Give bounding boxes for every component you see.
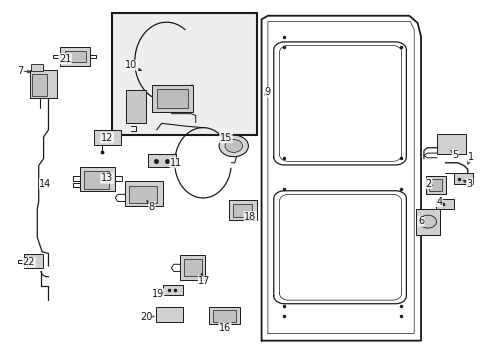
Text: 14: 14 — [40, 179, 52, 189]
Text: 15: 15 — [219, 133, 232, 143]
Bar — [415, 209, 439, 234]
Bar — [180, 255, 205, 280]
Bar — [129, 186, 157, 203]
Bar — [83, 171, 109, 189]
Bar — [232, 204, 252, 217]
Text: 7: 7 — [17, 66, 23, 76]
Bar — [453, 173, 472, 184]
Bar — [125, 181, 163, 206]
Circle shape — [224, 139, 242, 152]
Text: 5: 5 — [451, 150, 457, 160]
Text: 22: 22 — [22, 257, 35, 267]
Text: 12: 12 — [101, 133, 113, 143]
Bar — [32, 74, 47, 96]
Bar — [94, 130, 121, 145]
Bar — [425, 176, 446, 194]
Bar — [228, 201, 257, 220]
Text: 19: 19 — [151, 289, 163, 299]
Bar — [126, 90, 146, 123]
Text: 2: 2 — [425, 179, 431, 189]
Bar — [65, 51, 85, 62]
Text: 6: 6 — [417, 216, 423, 226]
Bar — [80, 167, 115, 192]
Text: 21: 21 — [59, 54, 71, 64]
Bar — [31, 64, 43, 71]
Bar — [212, 310, 236, 321]
Text: 8: 8 — [148, 202, 155, 212]
Bar — [148, 154, 176, 167]
Bar — [24, 254, 42, 268]
Bar — [436, 134, 466, 154]
Text: 20: 20 — [140, 312, 152, 322]
Text: 13: 13 — [101, 173, 113, 183]
Text: 3: 3 — [466, 179, 472, 189]
Circle shape — [418, 215, 436, 228]
Bar — [156, 307, 182, 321]
Bar — [30, 70, 57, 98]
Text: 11: 11 — [170, 158, 182, 168]
Bar — [162, 285, 183, 296]
Bar — [112, 13, 257, 135]
Text: 10: 10 — [125, 60, 137, 70]
Text: 9: 9 — [264, 87, 270, 97]
Text: 4: 4 — [436, 197, 442, 207]
Text: 18: 18 — [244, 212, 256, 221]
Bar — [152, 85, 193, 112]
Bar — [183, 259, 202, 276]
Bar — [209, 307, 239, 324]
Text: 16: 16 — [219, 323, 231, 333]
Circle shape — [219, 135, 248, 157]
Text: 17: 17 — [198, 276, 210, 286]
Bar — [60, 47, 90, 66]
Text: 1: 1 — [467, 152, 473, 162]
Bar — [157, 89, 188, 108]
Bar — [435, 199, 453, 210]
Bar — [428, 179, 442, 192]
